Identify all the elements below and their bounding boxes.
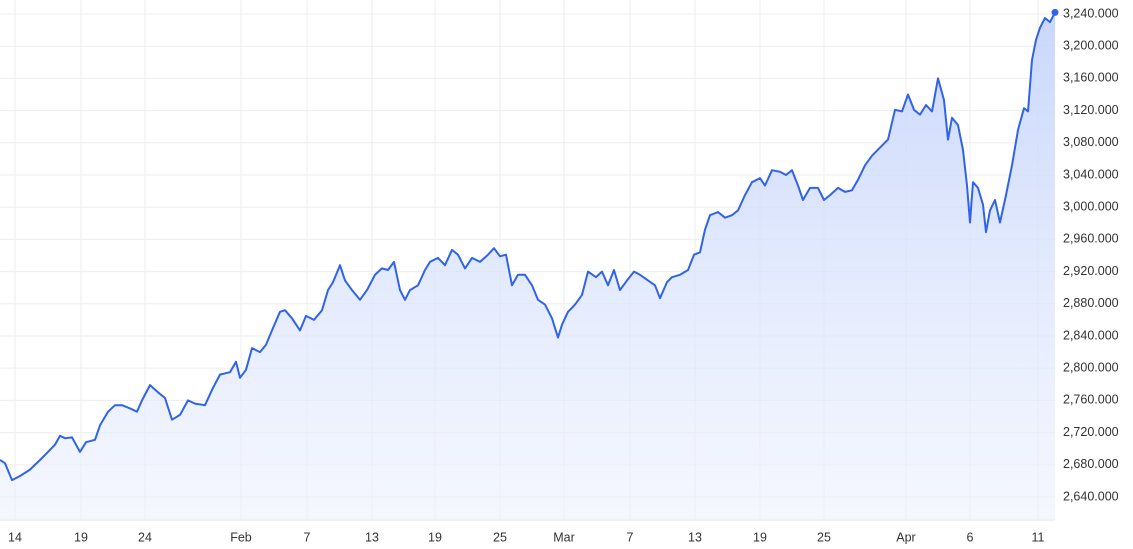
x-tick-label: 19 xyxy=(753,530,767,544)
y-tick-label: 2,800.000 xyxy=(1063,360,1119,374)
y-tick-label: 2,960.000 xyxy=(1063,232,1119,246)
y-tick-label: 3,120.000 xyxy=(1063,103,1119,117)
x-tick-label: 6 xyxy=(967,530,974,544)
x-tick-label: 7 xyxy=(627,530,634,544)
x-tick-label: 7 xyxy=(304,530,311,544)
y-tick-label: 3,160.000 xyxy=(1063,71,1119,85)
labels: 2,640.000 2,680.000 2,720.000 2,760.000 2,80… xyxy=(8,6,1119,544)
x-tick-label: 13 xyxy=(365,530,379,544)
price-line xyxy=(0,11,1056,482)
x-tick-label: Apr xyxy=(896,530,915,544)
x-tick-label: 14 xyxy=(8,530,22,544)
x-tick-label: Feb xyxy=(230,530,252,544)
x-tick-label: 11 xyxy=(1032,530,1045,544)
x-tick-label: 19 xyxy=(74,530,88,544)
y-tick-label: 2,680.000 xyxy=(1063,457,1119,471)
area xyxy=(0,12,1055,521)
y-tick-label: 2,640.000 xyxy=(1063,489,1119,503)
x-tick-label: 25 xyxy=(493,530,507,544)
plot xyxy=(0,8,1059,521)
x-tick-label: 25 xyxy=(817,530,831,544)
y-tick-label: 2,920.000 xyxy=(1063,264,1119,278)
y-tick-label: 2,760.000 xyxy=(1063,393,1119,407)
x-tick-label: 24 xyxy=(138,530,152,544)
y-tick-label: 2,720.000 xyxy=(1063,425,1119,439)
x-tick-label: 13 xyxy=(688,530,702,544)
last-point xyxy=(1051,8,1059,16)
y-tick-label: 2,840.000 xyxy=(1063,328,1119,342)
x-tick-label: Mar xyxy=(553,530,575,544)
y-tick-label: 3,240.000 xyxy=(1063,6,1119,20)
x-tick-label: 19 xyxy=(428,530,442,544)
y-tick-label: 3,040.000 xyxy=(1063,167,1119,181)
y-tick-label: 2,880.000 xyxy=(1063,296,1119,310)
y-tick-label: 3,080.000 xyxy=(1063,135,1119,149)
y-tick-label: 3,000.000 xyxy=(1063,199,1119,213)
y-tick-label: 3,200.000 xyxy=(1063,39,1119,53)
